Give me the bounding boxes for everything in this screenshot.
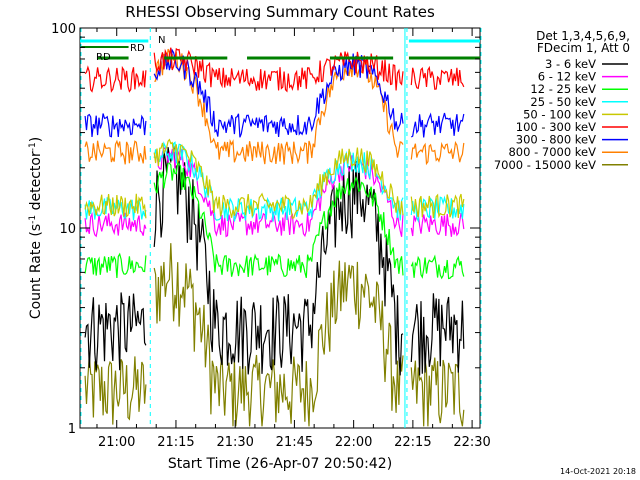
- series-line: [84, 138, 465, 219]
- x-tick-label: 21:00: [98, 435, 135, 450]
- y-axis-label-sup2: -1: [28, 142, 38, 151]
- series-line: [84, 145, 465, 376]
- y-axis-label-tail: detector: [28, 151, 44, 215]
- legend-label: 6 - 12 keV: [538, 70, 596, 84]
- series-line: [84, 47, 465, 93]
- info-line-2: FDecim 1, Att 0: [537, 41, 630, 55]
- legend-label: 12 - 25 keV: [530, 82, 596, 96]
- y-tick-label: 100: [51, 22, 76, 37]
- chart-title: RHESSI Observing Summary Count Rates: [125, 3, 435, 21]
- y-axis-label-close: ): [28, 137, 44, 142]
- y-axis-label: Count Rate (s-1 detector-1): [28, 137, 44, 319]
- x-tick-label: 22:15: [394, 435, 431, 450]
- x-axis: 21:00 21:15 21:30 21:45 22:00 22:15 22:30: [96, 28, 491, 450]
- y-tick-label: 1: [68, 422, 76, 437]
- series-line: [84, 48, 465, 166]
- series-line: [84, 48, 465, 138]
- annotation-rd-1: RD: [96, 52, 111, 63]
- info-block: Det 1,3,4,5,6,9, FDecim 1, Att 0: [536, 29, 630, 55]
- y-axis-label-sup: -1: [28, 215, 38, 224]
- x-axis-label: Start Time (26-Apr-07 20:50:42): [168, 456, 392, 472]
- y-tick-label: 10: [59, 222, 76, 237]
- footer-date: 14-Oct-2021 20:18: [560, 467, 636, 476]
- legend-label: 50 - 100 keV: [523, 107, 596, 121]
- legend-label: 3 - 6 keV: [545, 57, 596, 71]
- series-layer: [84, 47, 465, 427]
- y-axis-label-main: Count Rate (s: [28, 224, 44, 319]
- x-tick-label: 21:45: [276, 435, 313, 450]
- legend-label: 800 - 7000 keV: [508, 145, 596, 159]
- x-tick-label: 21:30: [216, 435, 253, 450]
- x-tick-label: 22:30: [453, 435, 490, 450]
- legend-label: 7000 - 15000 keV: [494, 158, 596, 172]
- x-tick-label: 21:15: [157, 435, 194, 450]
- legend-label: 25 - 50 keV: [530, 95, 596, 109]
- legend-label: 300 - 800 keV: [516, 133, 596, 147]
- annotation-n: N: [158, 35, 165, 46]
- y-axis: 1 10 100: [51, 22, 480, 437]
- x-tick-label: 22:00: [335, 435, 372, 450]
- plot-area: RD RD N: [79, 27, 482, 429]
- legend-label: 100 - 300 keV: [516, 120, 596, 134]
- annotation-rd-2: RD: [130, 43, 145, 54]
- series-line: [84, 160, 465, 280]
- info-line-1: Det 1,3,4,5,6,9,: [536, 29, 630, 43]
